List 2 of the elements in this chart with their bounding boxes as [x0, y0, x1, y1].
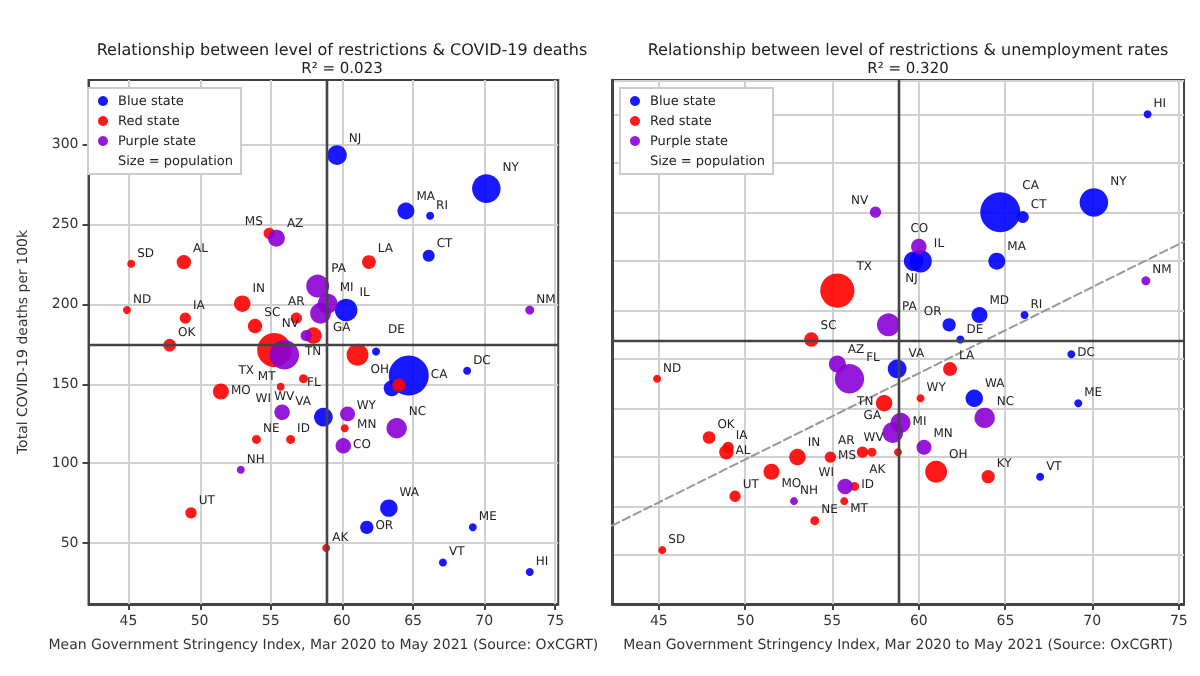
chart-title: Relationship between level of restrictions & unemployment rates [647, 41, 1169, 59]
chart-title: Relationship between level of restrictions & COVID-19 deaths [96, 41, 588, 59]
